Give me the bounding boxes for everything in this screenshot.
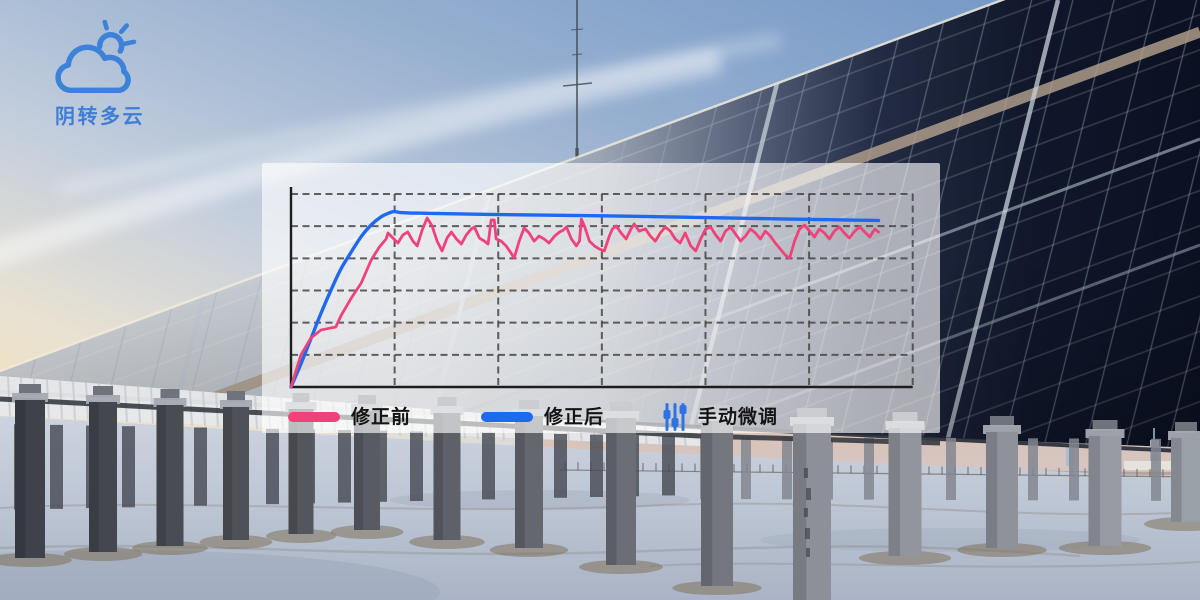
support-pillar (790, 408, 834, 600)
support-pillar (672, 405, 762, 595)
distant-pillar (741, 437, 751, 500)
series-before-correction-line (289, 216, 880, 389)
distant-pillar (590, 434, 603, 498)
distant-pillar (1069, 438, 1079, 501)
distant-pillar (1151, 438, 1161, 501)
weather-widget: 阴转多云 (46, 20, 196, 127)
distant-pillar (554, 433, 567, 498)
chart-grid (291, 192, 914, 387)
legend-label-after-correction: 修正后 (544, 406, 605, 428)
cloud-sun-icon (55, 20, 137, 94)
chart-series (289, 209, 881, 389)
sliders-icon (663, 403, 687, 431)
distant-pillar (1028, 438, 1038, 501)
support-pillar (1144, 422, 1200, 531)
legend-item-after-correction: 修正后 (481, 401, 604, 433)
distant-pillar (194, 427, 207, 506)
distant-pillar (662, 435, 675, 496)
support-pillar (199, 391, 273, 549)
legend-item-before-correction: 修正前 (288, 401, 411, 433)
manual-tune-button[interactable]: 手动微调 (662, 401, 778, 433)
distant-pillar (482, 432, 495, 500)
manual-tune-label: 手动微调 (698, 406, 779, 428)
distant-pillar (946, 437, 956, 500)
distant-pillar (864, 437, 874, 500)
series-after-correction-line (289, 209, 881, 389)
correction-chart (289, 187, 914, 389)
chart-panel: 修正前 修正后 (262, 163, 940, 433)
distant-pillar (266, 428, 279, 505)
weather-label: 阴转多云 (55, 106, 145, 128)
swatch-before-correction (288, 412, 340, 422)
legend-label-before-correction: 修正前 (351, 406, 412, 428)
support-pillar (132, 389, 208, 555)
sun-arc (97, 32, 125, 54)
distant-building (1124, 461, 1172, 470)
support-pillar (957, 416, 1047, 557)
support-pillar (63, 386, 143, 561)
chart-legend: 修正前 修正后 (262, 401, 940, 433)
distant-pillar (122, 426, 135, 508)
support-pillar (1058, 420, 1152, 555)
distant-pillar (50, 424, 63, 509)
cloud-outline (55, 44, 131, 94)
distant-pillar (410, 431, 423, 501)
distant-pillar (782, 437, 792, 500)
distant-pillar (338, 430, 351, 503)
swatch-after-correction (481, 412, 533, 422)
support-pillar (0, 384, 72, 567)
